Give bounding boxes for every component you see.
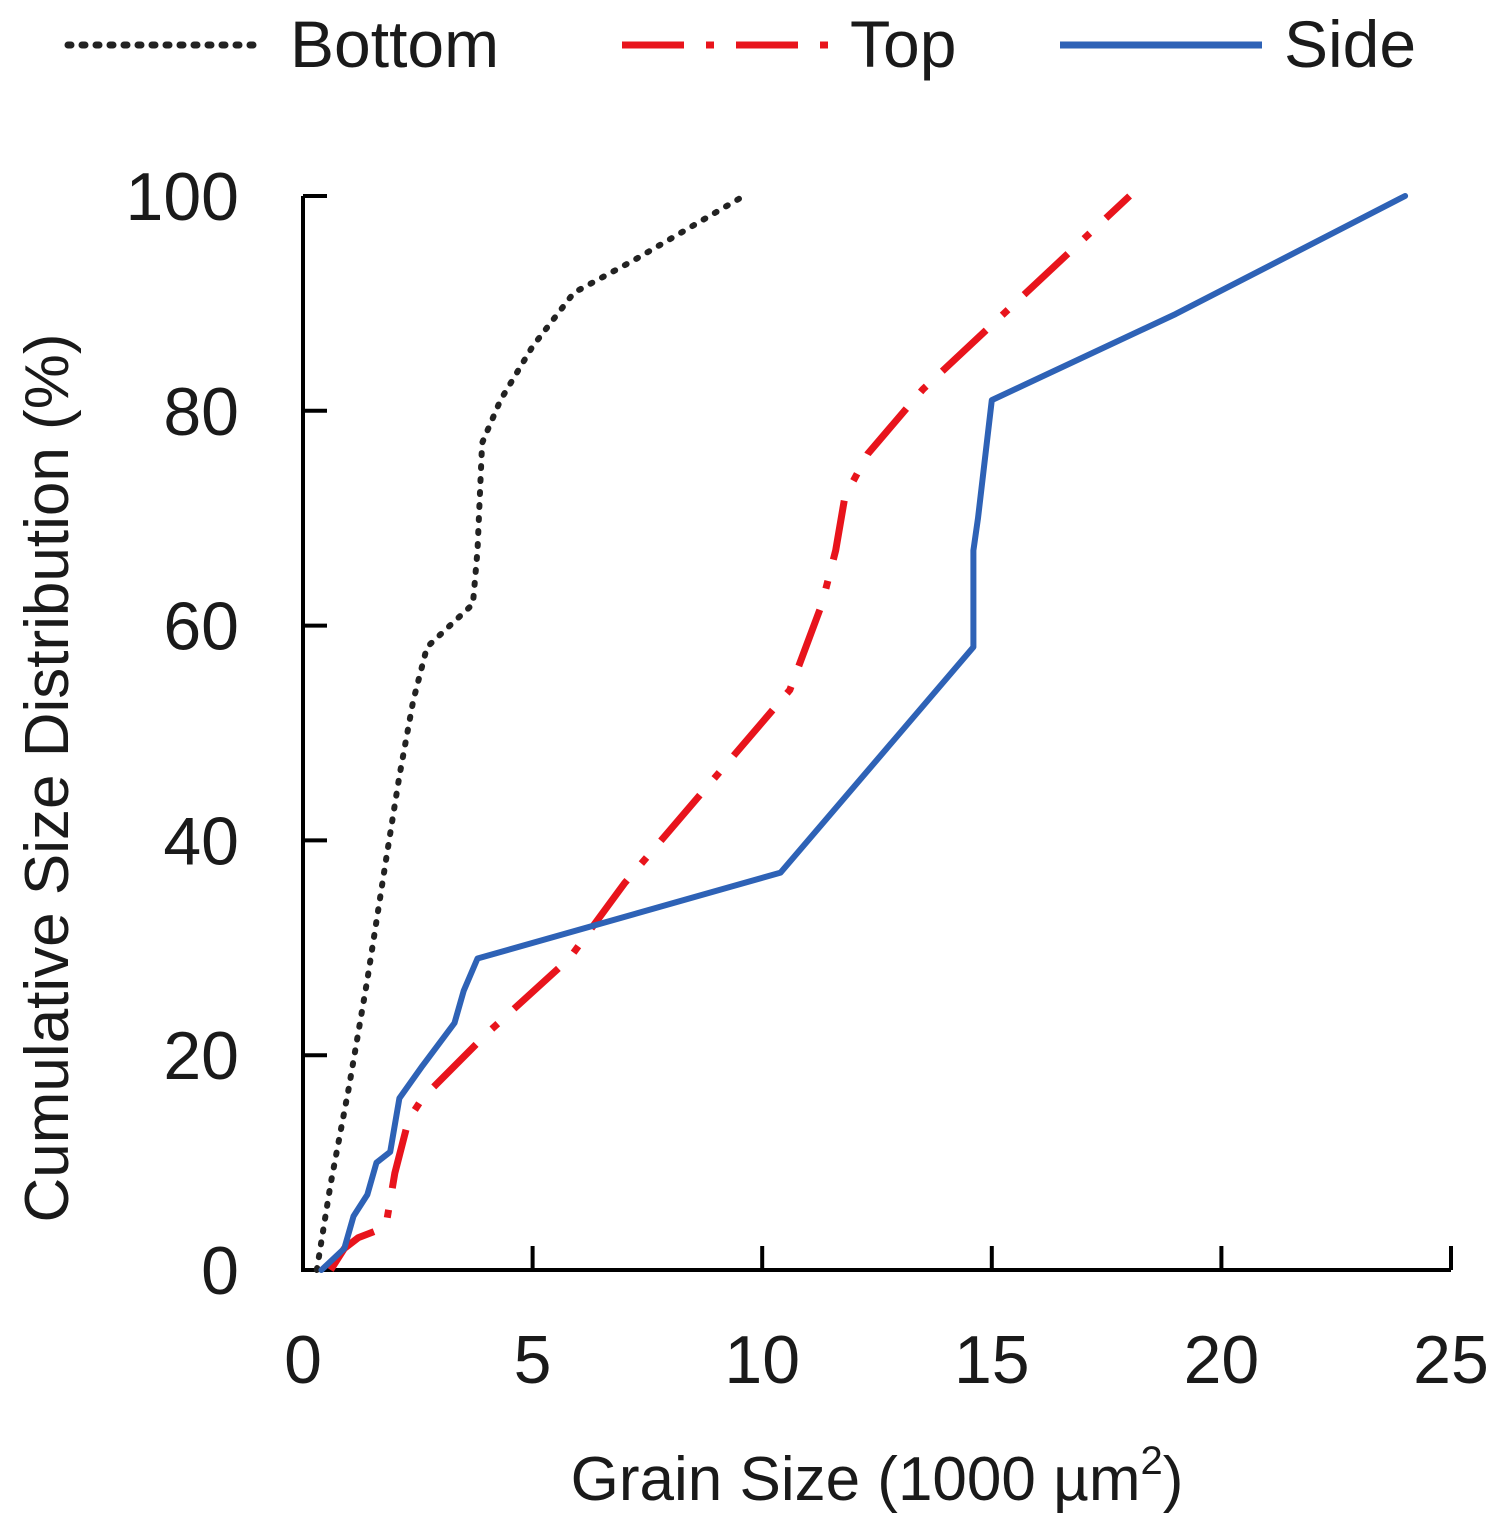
- y-tick-label: 80: [163, 374, 239, 450]
- legend-top-label: Top: [850, 7, 956, 81]
- series-line-side: [318, 193, 1409, 1273]
- y-tick-label: 0: [201, 1233, 239, 1309]
- y-tick-label: 100: [126, 159, 239, 235]
- axes: [301, 196, 1451, 1272]
- legend-bottom-label: Bottom: [290, 7, 499, 81]
- y-tick-label: 40: [163, 803, 239, 879]
- series-line-top: [327, 193, 1132, 1272]
- legend: Bottom Top Side: [64, 7, 1416, 81]
- x-tick-label: 20: [1184, 1322, 1260, 1398]
- x-tick-label: 10: [724, 1322, 800, 1398]
- x-tick-label: 25: [1413, 1322, 1489, 1398]
- y-tick-label: 20: [163, 1018, 239, 1094]
- series-group: [313, 193, 1409, 1273]
- x-tick-label: 5: [514, 1322, 552, 1398]
- series-line-bottom: [313, 193, 747, 1273]
- x-axis-title: Grain Size (1000 µm2): [571, 1439, 1184, 1514]
- x-tick-label: 0: [284, 1322, 322, 1398]
- x-axis-title-main: Grain Size (1000 µm: [571, 1445, 1141, 1514]
- x-ticks: 0 5 10 15 20 25: [284, 1246, 1489, 1398]
- x-axis-title-end: ): [1163, 1445, 1184, 1514]
- x-tick-label: 15: [954, 1322, 1030, 1398]
- x-axis-title-sup: 2: [1140, 1439, 1162, 1483]
- y-ticks: 0 20 40 60 80 100: [126, 159, 327, 1309]
- y-tick-label: 60: [163, 589, 239, 665]
- legend-side-label: Side: [1284, 7, 1416, 81]
- y-axis-title: Cumulative Size Distribution (%): [13, 334, 82, 1223]
